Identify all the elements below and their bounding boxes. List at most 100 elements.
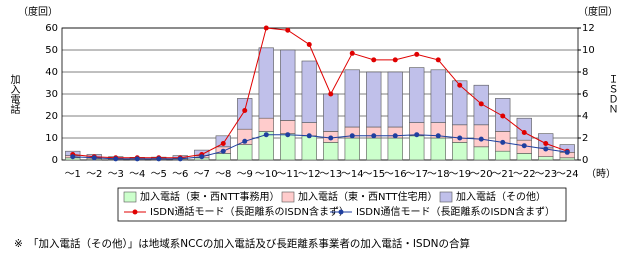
legend-marker — [132, 209, 138, 215]
x-tick-label: ～6 — [172, 169, 188, 180]
x-tick-label: ～20 — [470, 169, 493, 180]
bar — [495, 150, 511, 161]
y-title: 加入電話 — [8, 74, 20, 115]
legend-swatch — [123, 191, 137, 203]
line-point — [328, 91, 334, 97]
line-point — [521, 130, 527, 135]
line-point — [349, 133, 355, 139]
legend-swatch — [439, 191, 453, 203]
x-tick-label: ～2 — [86, 169, 102, 180]
bar — [258, 47, 274, 119]
bar — [516, 153, 532, 161]
line-point — [521, 143, 527, 149]
x-tick-label: ～12 — [298, 169, 321, 180]
x-tick-label: ～8 — [215, 169, 231, 180]
line-point — [500, 113, 506, 119]
x-tick-label: ～15 — [362, 169, 385, 180]
line-point — [134, 156, 140, 162]
line-point — [500, 139, 506, 145]
footnote: ※ 「加入電話（その他）」は地域系NCCの加入電話及び長距離系事業者の加入電話・… — [14, 237, 470, 250]
y2-tick-label: 2 — [582, 133, 588, 144]
line-point — [457, 135, 463, 141]
line — [72, 27, 568, 159]
line-point — [414, 51, 420, 57]
line-point — [435, 57, 441, 63]
y2-tick-label: 0 — [582, 155, 588, 166]
bar — [280, 120, 296, 134]
line-point — [543, 146, 549, 152]
bar — [237, 98, 253, 130]
bar — [473, 146, 489, 161]
line — [72, 134, 568, 160]
bar — [538, 156, 554, 161]
bar — [237, 144, 253, 161]
line-point — [371, 133, 377, 139]
x-tick-label: ～1 — [65, 169, 81, 180]
bar — [301, 60, 317, 123]
x-tick-label: ～4 — [129, 169, 145, 180]
bar — [387, 71, 403, 128]
bar — [280, 133, 296, 161]
line-point — [91, 155, 97, 161]
line-point — [263, 132, 269, 138]
line-point — [306, 133, 312, 139]
x-tick-label: ～9 — [237, 169, 253, 180]
bar — [344, 137, 360, 161]
bar — [409, 67, 425, 123]
y-tick-label: 0 — [52, 155, 58, 166]
bar — [280, 49, 296, 121]
legend-label: ISDN通話モード（長距離系のISDN含まず） — [150, 205, 349, 218]
line-point — [392, 133, 398, 139]
y-tick-label: 50 — [45, 45, 58, 56]
line-point — [306, 42, 312, 47]
x-tick-label: ～13 — [319, 169, 342, 180]
line-point — [177, 156, 183, 162]
line-point — [156, 156, 162, 162]
legend-label: 加入電話（東・西NTT事務用） — [140, 190, 280, 203]
x-tick-label: ～14 — [341, 169, 364, 180]
bar — [258, 117, 274, 132]
line-point — [435, 133, 441, 139]
line-point — [414, 132, 420, 138]
line-point — [70, 154, 76, 160]
line-point — [478, 101, 484, 107]
x-unit: （時） — [586, 168, 616, 180]
line-point — [328, 135, 334, 141]
x-tick-label: ～19 — [448, 169, 471, 180]
bar — [409, 135, 425, 161]
bar — [430, 137, 446, 161]
line-point — [242, 138, 248, 144]
y2-tick-label: 12 — [582, 23, 595, 34]
y2-tick-label: 8 — [582, 67, 588, 78]
y-tick-label: 10 — [45, 133, 58, 144]
x-tick-label: ～22 — [513, 169, 536, 180]
legend-label: 加入電話（その他） — [456, 190, 546, 203]
legend-swatch — [281, 191, 295, 203]
y-tick-label: 40 — [45, 67, 58, 78]
bar — [452, 142, 468, 161]
bar — [473, 124, 489, 148]
bar — [301, 135, 317, 161]
x-tick-label: ～7 — [194, 169, 210, 180]
bar — [387, 137, 403, 161]
y2-tick-label: 10 — [582, 45, 595, 56]
y2-unit: （度回） — [578, 5, 618, 18]
x-tick-label: ～21 — [491, 169, 514, 180]
bar — [215, 153, 231, 161]
bar — [430, 69, 446, 123]
bar — [323, 142, 339, 161]
bar — [366, 71, 382, 128]
bar — [559, 157, 575, 161]
x-tick-label: ～24 — [556, 169, 579, 180]
line-point — [263, 25, 269, 31]
x-tick-label: ～16 — [384, 169, 407, 180]
x-tick-label: ～18 — [427, 169, 450, 180]
y2-tick-label: 4 — [582, 111, 588, 122]
bar — [323, 93, 339, 132]
line-point — [543, 141, 549, 146]
y2-tick-label: 6 — [582, 89, 588, 100]
y-unit: （度回） — [18, 5, 58, 18]
y-tick-label: 30 — [45, 89, 58, 100]
bar — [366, 137, 382, 161]
